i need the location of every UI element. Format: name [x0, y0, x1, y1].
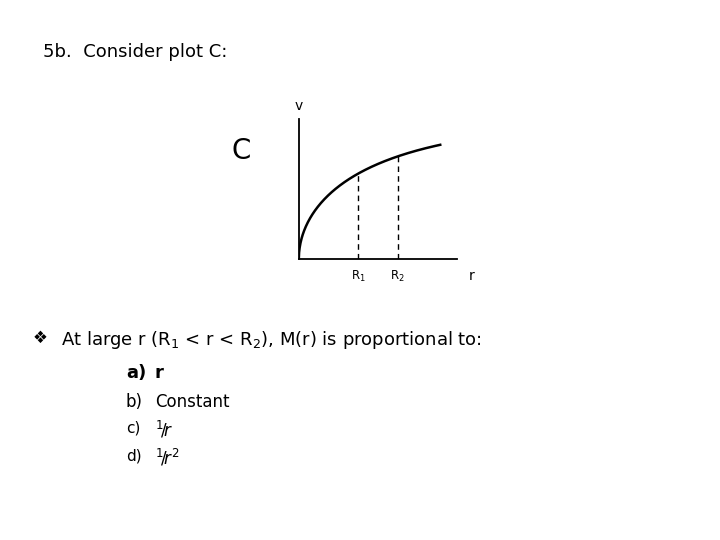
Text: $^1\!/\!r^2$: $^1\!/\!r^2$ — [155, 447, 179, 468]
Text: r: r — [155, 364, 163, 382]
Text: c): c) — [126, 421, 140, 436]
Text: v: v — [294, 99, 303, 113]
Text: R$_1$: R$_1$ — [351, 269, 366, 284]
Text: R$_2$: R$_2$ — [390, 269, 405, 284]
Text: r: r — [469, 269, 474, 283]
Text: b): b) — [126, 393, 143, 410]
Text: $^1\!/\!r$: $^1\!/\!r$ — [155, 419, 173, 440]
Text: C: C — [232, 137, 251, 165]
Text: Constant: Constant — [155, 393, 229, 410]
Text: a): a) — [126, 364, 146, 382]
Text: At large r (R$_1$ < r < R$_2$), M(r) is proportional to:: At large r (R$_1$ < r < R$_2$), M(r) is … — [61, 329, 482, 352]
Text: 5b.  Consider plot C:: 5b. Consider plot C: — [43, 43, 228, 61]
Text: d): d) — [126, 449, 142, 464]
Text: ❖: ❖ — [32, 329, 47, 347]
